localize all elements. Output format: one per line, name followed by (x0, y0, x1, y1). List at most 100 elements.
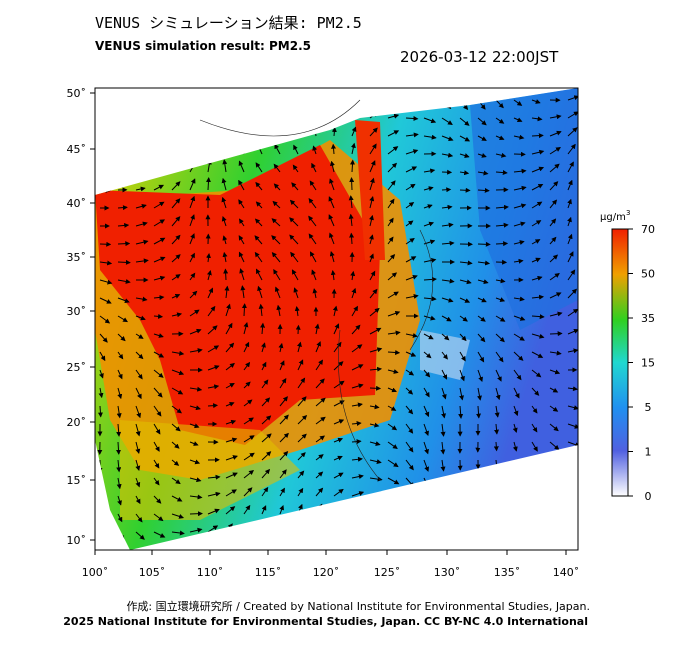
wind-arrow (477, 513, 484, 526)
wind-arrow (117, 315, 128, 323)
wind-arrow (225, 322, 233, 335)
wind-arrow (135, 239, 149, 245)
wind-arrow (441, 315, 452, 322)
wind-arrow (171, 274, 181, 281)
wind-arrow (294, 105, 300, 119)
wind-arrow (207, 474, 221, 480)
wind-arrow (314, 323, 320, 335)
wind-arrow (279, 432, 289, 443)
wind-arrow (261, 505, 267, 515)
wind-arrow (135, 296, 148, 302)
wind-arrow (423, 441, 429, 455)
colorbar-label: 50 (641, 268, 655, 281)
wind-arrow (153, 387, 163, 398)
wind-arrow (135, 369, 143, 380)
wind-arrow (423, 405, 430, 418)
wind-arrow (135, 477, 141, 488)
wind-arrow (135, 495, 141, 505)
wind-arrow (369, 441, 381, 446)
wind-arrow (238, 218, 245, 227)
wind-arrow (225, 489, 237, 497)
wind-arrow (387, 387, 397, 393)
wind-arrow (254, 235, 263, 245)
wind-arrow (308, 233, 317, 245)
wind-arrow (387, 162, 397, 173)
lon-label: 115˚ (255, 566, 282, 579)
wind-arrow (350, 270, 356, 281)
wind-arrow (405, 333, 418, 338)
wind-arrow (475, 477, 481, 489)
wind-arrow (315, 359, 323, 371)
wind-arrow (405, 351, 417, 357)
wind-arrow (153, 99, 166, 106)
wind-arrow (531, 239, 541, 245)
wind-arrow (333, 472, 344, 479)
wind-arrow (135, 351, 144, 360)
wind-arrow (459, 117, 470, 126)
wind-arrow (567, 233, 573, 245)
wind-arrow (459, 279, 472, 285)
wind-arrow (153, 294, 165, 300)
wind-arrow (567, 386, 578, 392)
wind-arrow (279, 396, 288, 407)
wind-arrow (222, 235, 228, 245)
wind-arrow (387, 330, 401, 336)
wind-arrow (549, 530, 561, 536)
wind-arrow (531, 531, 543, 538)
wind-arrow (297, 520, 302, 533)
wind-arrow (405, 256, 417, 263)
wind-arrow (207, 305, 216, 317)
wind-arrow (313, 106, 319, 119)
wind-arrow (495, 99, 504, 109)
wind-arrow (171, 132, 181, 137)
wind-arrow (531, 333, 545, 339)
wind-arrow (440, 459, 446, 472)
wind-arrow (117, 297, 130, 303)
wind-arrow (351, 287, 357, 299)
wind-arrow (567, 216, 572, 227)
wind-arrow (494, 423, 500, 435)
wind-arrow (369, 127, 378, 137)
wind-arrow (189, 423, 200, 429)
wind-arrow (549, 405, 559, 412)
wind-arrow (387, 130, 400, 137)
wind-arrow (387, 369, 399, 374)
wind-arrow (531, 477, 540, 489)
wind-arrow (459, 387, 465, 401)
wind-arrow (261, 361, 267, 371)
wind-arrow (333, 419, 345, 425)
wind-arrow (207, 508, 220, 515)
credit: 作成: 国立環境研究所 / Created by National Instit… (126, 599, 590, 613)
lon-label: 120˚ (313, 566, 340, 579)
wind-arrow (387, 441, 398, 450)
wind-arrow (495, 135, 505, 140)
wind-arrow (567, 269, 576, 281)
wind-arrow (549, 114, 562, 120)
wind-arrow (441, 495, 446, 505)
wind-arrow (99, 351, 106, 362)
wind-arrow (513, 405, 519, 417)
wind-arrow (275, 124, 281, 137)
wind-arrow (243, 487, 253, 497)
wind-arrow (531, 314, 545, 320)
wind-arrow (441, 117, 453, 125)
wind-arrow (189, 290, 198, 299)
wind-arrow (221, 216, 227, 227)
wind-arrow (405, 202, 415, 209)
wind-arrow (477, 387, 482, 401)
wind-arrow (458, 495, 464, 506)
wind-arrow (423, 296, 437, 302)
wind-arrow (333, 380, 345, 389)
wind-arrow (495, 531, 505, 543)
wind-arrow (351, 474, 364, 480)
wind-arrow (135, 405, 142, 419)
wind-arrow (477, 315, 486, 322)
wind-arrow (221, 196, 227, 209)
wind-arrow (171, 148, 181, 155)
wind-arrow (549, 236, 557, 245)
wind-arrow (349, 177, 355, 191)
wind-arrow (531, 183, 544, 191)
wind-arrow (206, 252, 212, 263)
lat-label: 15˚ (67, 474, 87, 487)
